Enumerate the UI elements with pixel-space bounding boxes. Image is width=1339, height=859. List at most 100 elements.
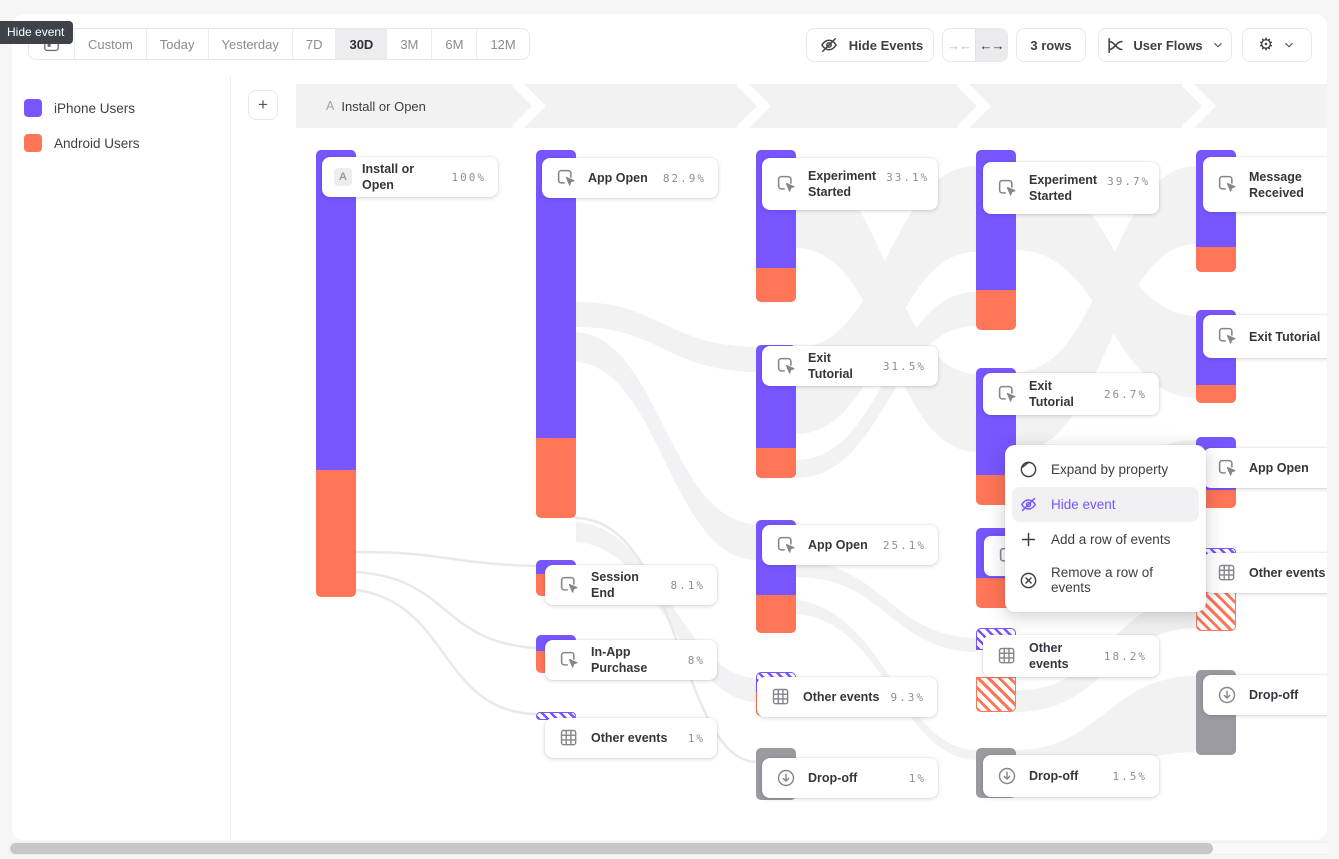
flow-node-app-open[interactable]: App Open 25.1% xyxy=(762,525,938,565)
collapse-expand-toggle: →← ←→ xyxy=(942,28,1008,62)
legend-item-iphone-users[interactable]: iPhone Users xyxy=(24,96,135,120)
menu-item-add-row-of-events[interactable]: Add a row of events xyxy=(1005,522,1206,557)
flow-node-pct: 8% xyxy=(687,653,705,667)
app-event-icon xyxy=(774,533,798,557)
chevron-down-icon xyxy=(1282,33,1296,57)
date-range-yesterday[interactable]: Yesterday xyxy=(207,29,292,59)
date-range-selector: Custom Today Yesterday 7D 30D 3M 6M 12M xyxy=(28,28,530,60)
flow-node-pct: 18.2% xyxy=(1103,649,1147,663)
flow-node-pct: 1% xyxy=(908,771,926,785)
menu-item-remove-row-of-events[interactable]: Remove a row of events xyxy=(1005,557,1206,603)
flow-node-app-open[interactable]: App Open 82.9% xyxy=(542,158,718,198)
flow-node-other-events[interactable]: Other events 18.2% xyxy=(983,635,1159,677)
flow-node-pct: 31.5% xyxy=(882,359,926,373)
android-users-swatch xyxy=(24,134,42,152)
date-range-today[interactable]: Today xyxy=(145,29,208,59)
letter-a-badge-icon: A xyxy=(334,168,352,186)
flow-node-label: Exit Tutorial xyxy=(808,351,853,381)
flow-node-pct: 33.1% xyxy=(886,171,930,184)
flow-node-drop-off[interactable]: Drop-off xyxy=(1203,675,1339,715)
app-event-icon xyxy=(995,382,1019,406)
user-flows-icon xyxy=(1105,33,1125,57)
rows-label: 3 rows xyxy=(1030,37,1072,53)
date-range-30d[interactable]: 30D xyxy=(335,29,387,59)
flow-bar-segment[interactable] xyxy=(756,448,796,478)
step-badge: A xyxy=(326,99,335,113)
step-label: Install or Open xyxy=(341,98,426,114)
breadcrumb-step-1[interactable]: A Install or Open xyxy=(326,84,426,128)
app-event-icon xyxy=(1215,173,1239,197)
grid-icon xyxy=(1215,561,1239,585)
menu-item-label: Expand by property xyxy=(1051,462,1169,477)
flow-bar-segment[interactable] xyxy=(316,470,356,597)
menu-item-expand-by-property[interactable]: Expand by property xyxy=(1005,452,1206,487)
chevron-down-icon xyxy=(1211,33,1225,57)
flow-node-other-events[interactable]: Other events xyxy=(1203,553,1339,593)
expand-columns-button[interactable]: ←→ xyxy=(975,29,1007,61)
date-range-custom[interactable]: Custom xyxy=(74,29,146,59)
flow-node-experiment-started[interactable]: Experiment Started 33.1% xyxy=(762,158,938,210)
flow-node-pct: 100% xyxy=(451,170,486,184)
flow-bar-segment[interactable] xyxy=(1196,490,1236,508)
flow-node-label: Drop-off xyxy=(1249,688,1299,702)
flow-node-install-or-open[interactable]: A Install or Open 100% xyxy=(322,157,498,197)
view-selector-button[interactable]: User Flows xyxy=(1098,28,1232,62)
flow-node-other-events[interactable]: Other events 9.3% xyxy=(757,677,937,717)
eye-off-icon xyxy=(1019,495,1038,514)
flow-bar-segment-hatched[interactable] xyxy=(976,677,1016,712)
flow-node-exit-tutorial[interactable]: Exit Tutorial 26.7% xyxy=(983,373,1159,415)
date-range-12m[interactable]: 12M xyxy=(476,29,528,59)
date-range-6m[interactable]: 6M xyxy=(431,29,476,59)
legend-label: iPhone Users xyxy=(54,100,136,116)
flow-node-exit-tutorial[interactable]: Exit Tutorial xyxy=(1203,315,1339,358)
flow-node-other-events[interactable]: Other events 1% xyxy=(545,718,717,758)
legend-item-android-users[interactable]: Android Users xyxy=(24,131,140,155)
horizontal-scrollbar-thumb[interactable] xyxy=(10,843,1213,854)
drop-off-icon xyxy=(774,766,798,790)
flow-node-drop-off[interactable]: Drop-off 1% xyxy=(762,758,938,798)
settings-button[interactable]: ⚙ xyxy=(1242,28,1312,62)
flow-bar-segment[interactable] xyxy=(536,150,576,438)
hide-events-button[interactable]: Hide Events xyxy=(806,28,934,62)
flow-bar-segment[interactable] xyxy=(1196,247,1236,272)
plus-icon xyxy=(1019,530,1038,549)
date-range-7d[interactable]: 7D xyxy=(291,29,336,59)
app-event-icon xyxy=(774,354,798,378)
flow-bar-segment[interactable] xyxy=(756,595,796,633)
flow-node-exit-tutorial[interactable]: Exit Tutorial 31.5% xyxy=(762,346,938,386)
view-selector-label: User Flows xyxy=(1133,37,1203,53)
expand-property-icon xyxy=(1019,460,1038,479)
app-event-icon xyxy=(557,573,581,597)
grid-icon xyxy=(557,726,581,750)
flow-node-label: Session End xyxy=(591,570,639,600)
collapse-columns-button[interactable]: →← xyxy=(947,37,972,53)
flow-node-pct: 1% xyxy=(687,731,705,745)
event-context-menu: Expand by property Hide event Add a row … xyxy=(1005,445,1206,612)
add-step-button[interactable]: + xyxy=(248,90,278,120)
app-event-icon xyxy=(774,172,798,196)
flow-bar-segment[interactable] xyxy=(316,150,356,470)
menu-item-hide-event[interactable]: Hide event xyxy=(1012,487,1199,522)
flow-node-message-received[interactable]: Message Received xyxy=(1203,157,1339,212)
flow-node-pct: 1.5% xyxy=(1112,769,1147,783)
flow-bar-segment[interactable] xyxy=(756,268,796,302)
steps-breadcrumb-strip xyxy=(296,78,1327,134)
iphone-users-swatch xyxy=(24,99,42,117)
grid-icon xyxy=(769,685,793,709)
step-chevrons xyxy=(511,78,1217,134)
flow-node-pct: 25.1% xyxy=(882,538,926,552)
flow-bar-segment[interactable] xyxy=(976,290,1016,330)
drop-off-icon xyxy=(1215,683,1239,707)
flow-bar-segment[interactable] xyxy=(536,438,576,518)
flow-node-experiment-started[interactable]: Experiment Started 39.7% xyxy=(983,162,1159,214)
sidebar-divider xyxy=(230,75,231,838)
flow-node-drop-off[interactable]: Drop-off 1.5% xyxy=(983,755,1159,797)
flow-node-app-open[interactable]: App Open xyxy=(1203,448,1339,488)
flow-node-in-app-purchase[interactable]: In-App Purchase 8% xyxy=(545,640,717,680)
main-panel xyxy=(12,14,1327,840)
flow-bar-segment[interactable] xyxy=(1196,385,1236,403)
flow-node-label: Other events xyxy=(1249,566,1326,580)
date-range-3m[interactable]: 3M xyxy=(386,29,431,59)
flow-node-session-end[interactable]: Session End 8.1% xyxy=(545,565,717,605)
rows-button[interactable]: 3 rows xyxy=(1016,28,1086,62)
